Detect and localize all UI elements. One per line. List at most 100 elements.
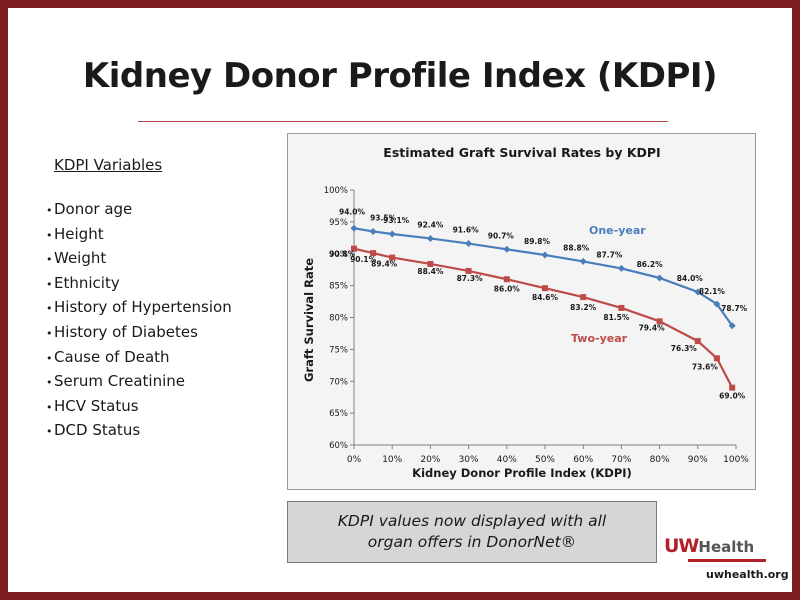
variable-label: History of Diabetes	[54, 322, 198, 341]
bullet-icon: •	[46, 253, 53, 267]
list-item: • Height	[46, 223, 232, 248]
y-tick-label: 60%	[329, 441, 348, 451]
data-label: 87.3%	[457, 274, 484, 283]
slide-title: Kidney Donor Profile Index (KDPI)	[82, 56, 718, 96]
data-label: 82.1%	[699, 287, 726, 296]
list-item: • DCD Status	[46, 419, 232, 444]
data-point-one-year	[388, 230, 396, 238]
data-point-one-year	[656, 274, 664, 282]
x-tick-label: 60%	[573, 455, 593, 465]
data-point-two-year	[694, 338, 701, 345]
y-tick-label: 85%	[329, 282, 348, 292]
variable-label: Ethnicity	[54, 273, 120, 292]
list-item: • History of Hypertension	[46, 296, 232, 321]
data-label: 90.1%	[350, 255, 377, 264]
data-point-one-year	[503, 245, 511, 253]
data-point-two-year	[503, 276, 510, 283]
data-label: 78.7%	[721, 304, 748, 313]
list-item: • Donor age	[46, 198, 232, 223]
data-point-two-year	[351, 245, 357, 252]
bullet-icon: •	[46, 228, 53, 242]
data-point-two-year	[542, 285, 548, 292]
data-label: 94.0%	[339, 207, 366, 216]
logo-url: uwhealth.org	[706, 568, 789, 581]
list-item: • Serum Creatinine	[46, 370, 232, 395]
data-point-one-year	[369, 227, 377, 235]
data-label: 76.3%	[671, 344, 698, 353]
data-label: 93.1%	[383, 216, 410, 225]
x-tick-label: 20%	[420, 455, 440, 465]
data-point-two-year	[580, 294, 587, 301]
bullet-icon: •	[46, 326, 53, 340]
y-tick-label: 70%	[329, 377, 348, 387]
list-item: • Ethnicity	[46, 272, 232, 297]
x-axis-label: Kidney Donor Profile Index (KDPI)	[412, 466, 632, 480]
data-label: 92.4%	[417, 220, 444, 229]
x-tick-label: 70%	[611, 455, 631, 465]
variable-label: Donor age	[54, 200, 133, 218]
bullet-icon: •	[46, 425, 53, 439]
data-point-one-year	[465, 240, 473, 248]
y-tick-label: 100%	[324, 186, 348, 196]
x-tick-label: 50%	[535, 455, 555, 465]
x-tick-label: 90%	[688, 455, 708, 465]
data-point-two-year	[370, 250, 377, 257]
variable-label: History of Hypertension	[54, 298, 232, 317]
bullet-icon: •	[46, 400, 53, 414]
chart-title: Estimated Graft Survival Rates by KDPI	[383, 145, 660, 160]
data-point-one-year	[694, 288, 702, 296]
logo-underline	[688, 559, 766, 562]
series-line-two-year	[353, 247, 734, 389]
callout-line: KDPI values now displayed with all	[337, 512, 607, 530]
y-tick-label: 90%	[329, 250, 348, 260]
logo-health: Health	[698, 538, 755, 556]
data-label: 90.8%	[329, 250, 356, 259]
variable-label: Weight	[54, 249, 107, 268]
data-point-one-year	[350, 224, 358, 232]
y-axis-label: Graft Survival Rate	[302, 258, 316, 382]
data-point-one-year	[617, 264, 625, 272]
bullet-icon: •	[46, 302, 53, 316]
y-tick-label: 95%	[329, 218, 348, 228]
data-point-one-year	[728, 322, 736, 330]
data-point-two-year	[713, 355, 720, 362]
data-point-two-year	[389, 254, 396, 261]
data-label: 73.6%	[692, 362, 719, 371]
series-name-label: One-year	[589, 224, 646, 237]
data-point-two-year	[729, 384, 736, 391]
slide: Kidney Donor Profile Index (KDPI) KDPI V…	[8, 8, 792, 592]
list-item: • Cause of Death	[46, 346, 232, 371]
donornet-callout: KDPI values now displayed with all organ…	[287, 501, 657, 563]
data-label: 83.2%	[570, 303, 597, 312]
x-tick-label: 0%	[347, 455, 362, 465]
series-name-label: Two-year	[571, 332, 628, 345]
graft-survival-chart: Estimated Graft Survival Rates by KDPI K…	[302, 145, 749, 480]
data-point-two-year	[618, 304, 625, 311]
bullet-icon: •	[46, 277, 53, 291]
data-label: 90.7%	[488, 231, 515, 240]
data-label: 81.5%	[603, 313, 630, 322]
list-item: • Weight	[46, 247, 232, 272]
data-label: 89.8%	[524, 237, 551, 246]
x-tick-label: 30%	[459, 455, 479, 465]
bullet-icon: •	[46, 351, 53, 365]
logo-wordmark: UWHealth	[664, 535, 754, 557]
data-label: 79.4%	[639, 323, 666, 332]
variable-label: HCV Status	[54, 396, 139, 415]
data-label: 88.8%	[563, 243, 590, 252]
variables-heading: KDPI Variables	[54, 156, 163, 174]
data-label: 93.5%	[370, 213, 397, 222]
list-item: • History of Diabetes	[46, 321, 232, 346]
variables-list: • Donor age • Height • Weight • Ethnicity • H…	[46, 198, 232, 444]
title-divider	[138, 121, 668, 122]
x-tick-label: 100%	[723, 455, 749, 465]
data-point-one-year	[713, 300, 721, 308]
data-label: 88.4%	[417, 267, 444, 276]
data-label: 84.0%	[677, 274, 704, 283]
variable-label: Serum Creatinine	[54, 372, 185, 391]
data-label: 87.7%	[596, 250, 623, 259]
uw-health-logo: UWHealth uwhealth.org	[664, 535, 789, 583]
data-point-one-year	[579, 257, 587, 265]
bullet-icon: •	[46, 376, 53, 390]
data-point-one-year	[426, 234, 434, 242]
